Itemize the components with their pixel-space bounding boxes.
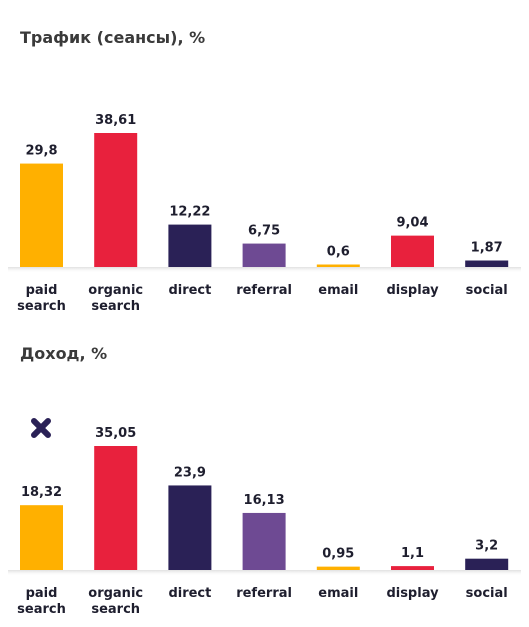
category-label: social [466, 586, 508, 601]
value-label: 6,75 [248, 224, 280, 239]
value-label: 16,13 [244, 493, 285, 508]
bar [316, 566, 360, 570]
category-label: email [318, 283, 358, 298]
value-label: 38,61 [95, 113, 136, 128]
bar [316, 264, 360, 267]
bar [94, 446, 138, 570]
bar [94, 133, 138, 267]
value-label: 18,32 [21, 485, 62, 500]
category-label: search [17, 602, 66, 617]
category-label: referral [236, 283, 292, 298]
revenue-chart-svg: 18,32paidsearch35,05organicsearch23,9dir… [8, 426, 521, 617]
category-label: display [386, 586, 439, 601]
category-label: direct [168, 586, 211, 601]
category-label: direct [168, 283, 211, 298]
traffic-chart-svg: 29,8paidsearch38,61organicsearch12,22dir… [8, 113, 521, 314]
bar [168, 485, 212, 570]
category-label: search [91, 299, 140, 314]
value-label: 29,8 [25, 144, 57, 159]
value-label: 9,04 [396, 216, 428, 231]
bar [242, 243, 286, 267]
category-label: organic [88, 586, 143, 601]
baseline-shadow [8, 570, 521, 576]
value-label: 1,1 [401, 546, 424, 561]
category-label: referral [236, 586, 292, 601]
bar [465, 558, 509, 570]
value-label: 0,6 [327, 245, 350, 260]
value-label: 23,9 [174, 465, 206, 480]
value-label: 12,22 [169, 205, 210, 220]
bar [20, 163, 63, 267]
bar [242, 512, 286, 570]
value-label: 1,87 [471, 241, 503, 256]
chart-title: Трафик (сеансы), % [20, 28, 206, 47]
value-label: 0,95 [322, 547, 354, 562]
traffic-chart: Трафик (сеансы), % 29,8 paid search 38,61 or… [8, 28, 521, 314]
category-label: paid [26, 283, 58, 298]
bar [168, 224, 212, 267]
category-label: social [466, 283, 508, 298]
bar [20, 505, 63, 570]
category-label: search [17, 299, 66, 314]
value-label: 3,2 [475, 539, 498, 554]
bar [465, 260, 509, 267]
category-label: paid [26, 586, 58, 601]
x-mark-icon [31, 418, 51, 438]
category-label: organic [88, 283, 143, 298]
bar [391, 235, 434, 267]
baseline-shadow [8, 267, 521, 273]
category-label: search [91, 602, 140, 617]
category-label: display [386, 283, 439, 298]
chart-title: Доход, % [20, 344, 108, 363]
bar [391, 566, 434, 570]
category-label: email [318, 586, 358, 601]
value-label: 35,05 [95, 426, 136, 441]
revenue-chart: Доход, % 18,32 paid search 35,05 organic sear… [0, 320, 529, 627]
